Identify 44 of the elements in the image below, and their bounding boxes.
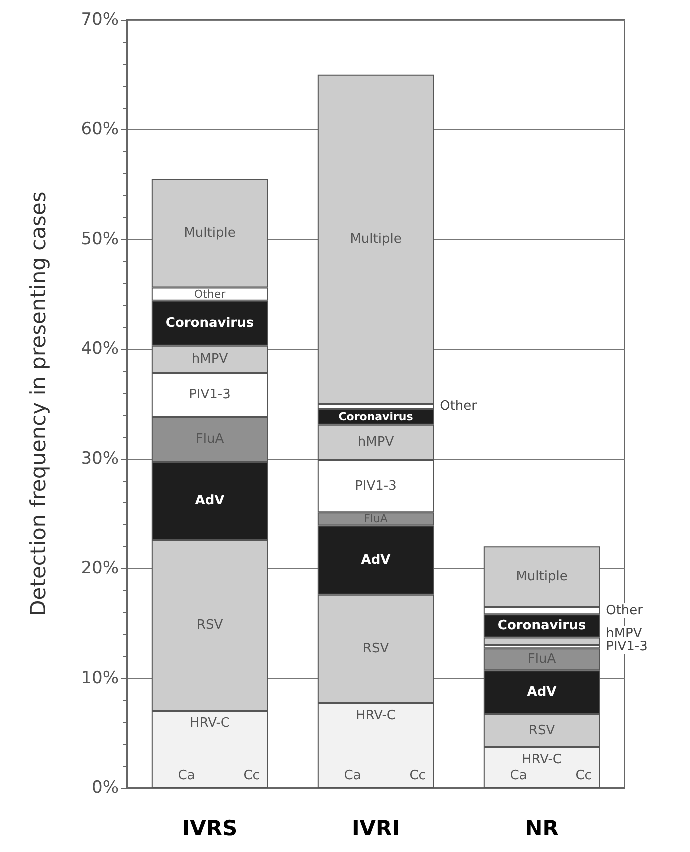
series-label: HRV-C (190, 716, 230, 732)
x-tick-label: NR (525, 816, 559, 840)
text: RSV (362, 642, 390, 657)
text: hMPV (358, 434, 394, 450)
y-tick-label: 20% (81, 558, 119, 579)
annotation: Ca (510, 768, 528, 784)
y-tick-label: 40% (81, 339, 119, 360)
text: FluA (196, 432, 224, 448)
annotation: Ca (178, 768, 196, 784)
y-tick-label: 50% (81, 229, 119, 250)
series-label: RSV (528, 723, 556, 738)
x-tick-label: IVRS (182, 816, 238, 840)
text: Coronavirus (166, 316, 254, 331)
annotation: Ca (344, 768, 362, 784)
text: RSV (196, 618, 224, 634)
text: PIV1-3 (189, 388, 231, 403)
series-label: Other (194, 288, 226, 301)
y-axis-title: Detection frequency in presenting cases (26, 192, 50, 616)
series-label: hMPV (192, 352, 228, 368)
text: Other (440, 399, 478, 414)
annotation: Cc (244, 768, 260, 784)
x-tick-label: IVRI (352, 816, 400, 840)
text: HRV-C (522, 752, 562, 768)
y-tick-label: 70% (81, 10, 119, 30)
text: PIV1-3 (355, 478, 397, 494)
y-tick-label: 10% (81, 668, 119, 688)
text: hMPV (606, 626, 642, 642)
y-tick-label: 0% (92, 778, 119, 798)
text: Multiple (184, 226, 236, 241)
text: AdV (361, 552, 391, 568)
series-label: Multiple (516, 569, 568, 584)
text: Other (606, 603, 644, 618)
series-label: AdV (527, 685, 557, 700)
annotation: Cc (410, 768, 426, 784)
text: HRV-C (356, 708, 396, 724)
text: AdV (195, 494, 225, 509)
y-tick-label: 30% (81, 448, 119, 469)
text: FluA (528, 652, 556, 668)
text: Coronavirus (498, 618, 586, 634)
annotation: Cc (576, 768, 592, 784)
series-label: Coronavirus (338, 410, 414, 424)
series-label: FluA (364, 512, 388, 526)
y-tick-label: 60% (81, 120, 119, 140)
text: Multiple (350, 232, 402, 247)
